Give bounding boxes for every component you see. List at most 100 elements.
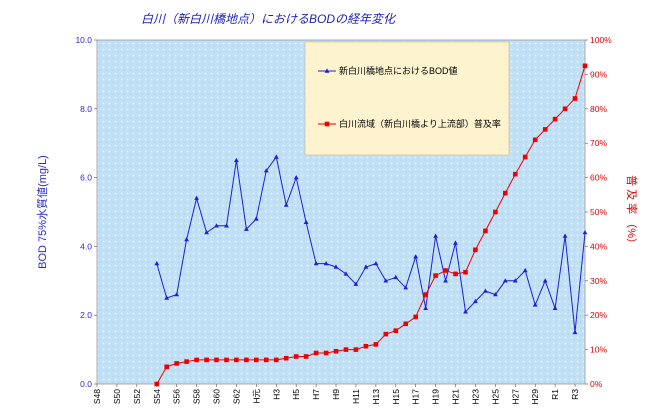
series-2-point xyxy=(224,357,229,363)
series-2-point xyxy=(283,355,289,361)
legend-swatch-marker xyxy=(324,68,330,73)
x-tick-label: S48 xyxy=(92,389,102,404)
x-tick-label: S60 xyxy=(212,389,222,404)
series-1-point xyxy=(552,305,558,310)
y-right-tick-label: 80% xyxy=(590,104,607,114)
series-1-point xyxy=(154,261,160,266)
series-2-point xyxy=(204,357,209,363)
series-2-point xyxy=(413,314,418,320)
y-axis-right-label: 普 及 率 （%） xyxy=(625,175,639,249)
series-1-point xyxy=(293,175,299,180)
x-tick-label: S62 xyxy=(231,389,241,404)
x-tick-label: H3 xyxy=(271,389,281,400)
series-1-point xyxy=(263,168,269,173)
series-2-point xyxy=(403,321,408,327)
x-tick-label: H29 xyxy=(530,389,540,405)
x-tick-label: H5 xyxy=(291,389,301,400)
series-2-point xyxy=(293,354,299,359)
series-1-point xyxy=(532,302,538,307)
legend-box xyxy=(304,41,510,156)
x-tick-label: H19 xyxy=(431,389,441,405)
series-2-point xyxy=(393,328,399,333)
legend-swatch-marker xyxy=(324,121,330,127)
series-2-point xyxy=(443,268,448,273)
series-1-point xyxy=(333,264,339,269)
series-2-point xyxy=(503,190,508,196)
series-2-point xyxy=(323,350,329,356)
series-1-point xyxy=(174,292,180,297)
y-right-tick-label: 30% xyxy=(590,276,607,286)
y-left-tick-label: 10.0 xyxy=(75,35,92,45)
series-2-point xyxy=(493,209,498,215)
series-layer xyxy=(154,63,588,387)
series-1-point xyxy=(313,261,319,266)
series-1-point xyxy=(204,230,209,235)
x-tick-label: S54 xyxy=(152,389,162,404)
series-2-point xyxy=(572,96,578,101)
x-tick-label: S52 xyxy=(132,389,142,404)
legend-label: 白川流域（新白川橋より上流部）普及率 xyxy=(339,118,501,129)
y-axis-left-label: BOD 75%水質値(mg/L) xyxy=(35,155,49,269)
series-2-point xyxy=(483,228,488,234)
series-1-point xyxy=(443,278,448,283)
y-right-tick-label: 10% xyxy=(590,345,607,355)
series-2-point xyxy=(522,154,528,160)
series-2-point xyxy=(184,359,189,364)
x-tick-label: H7 xyxy=(311,389,321,400)
series-1-point xyxy=(413,254,419,259)
series-1-point xyxy=(214,223,219,228)
series-2-point xyxy=(343,347,349,352)
series-2-point xyxy=(333,349,339,354)
series-2-point xyxy=(562,106,568,112)
series-2-point xyxy=(194,357,199,363)
x-tick-label: H9 xyxy=(331,389,341,400)
y-axis-left: 0.0 2.0 4.0 6.0 8.0 10.0 xyxy=(75,35,97,389)
series-2-point xyxy=(214,357,219,363)
y-left-tick-label: 4.0 xyxy=(80,241,92,251)
x-tick-label: H元 xyxy=(251,389,261,404)
series-2-point xyxy=(423,292,428,297)
series-1-point xyxy=(483,288,488,293)
series-2-point xyxy=(353,347,359,352)
y-right-tick-label: 40% xyxy=(590,241,607,251)
series-1-point xyxy=(184,236,189,242)
series-2-point xyxy=(373,342,379,347)
series-2-point xyxy=(463,269,468,275)
y-right-tick-label: 50% xyxy=(590,207,607,217)
y-left-tick-label: 6.0 xyxy=(80,173,92,183)
series-1-point xyxy=(353,281,359,286)
series-1-point xyxy=(572,329,578,335)
y-left-tick-label: 0.0 xyxy=(80,379,92,389)
series-2-point xyxy=(154,381,160,387)
y-right-tick-label: 90% xyxy=(590,69,607,79)
chart-title: 白川（新白川橋地点）におけるBODの経年変化 xyxy=(141,12,397,26)
series-2-point xyxy=(542,127,548,132)
y-right-tick-label: 0% xyxy=(590,379,603,389)
series-1-point xyxy=(363,264,369,269)
series-1-point xyxy=(283,202,289,207)
series-1-point xyxy=(473,298,478,304)
series-1-point xyxy=(393,274,399,280)
series-2-point xyxy=(383,331,389,337)
x-tick-label: H21 xyxy=(451,389,461,405)
x-tick-label: H11 xyxy=(351,389,361,404)
series-2-point xyxy=(303,354,309,359)
series-1-point xyxy=(383,278,389,283)
series-1-point xyxy=(164,295,170,300)
y-right-tick-label: 60% xyxy=(590,173,607,183)
series-1-point xyxy=(403,285,409,290)
series-1-point xyxy=(323,261,329,266)
y-left-tick-label: 2.0 xyxy=(80,310,92,320)
series-2-point xyxy=(174,361,179,366)
series-1-point xyxy=(582,230,588,235)
series-2-point xyxy=(552,116,558,122)
legend-label: 新白川橋地点におけるBOD値 xyxy=(339,65,458,76)
series-2-point xyxy=(244,357,249,363)
series-2-point xyxy=(453,271,458,277)
series-1-point xyxy=(224,223,229,228)
x-tick-label: H23 xyxy=(470,389,480,405)
y-right-tick-label: 70% xyxy=(590,138,607,148)
series-1-line xyxy=(156,155,586,333)
